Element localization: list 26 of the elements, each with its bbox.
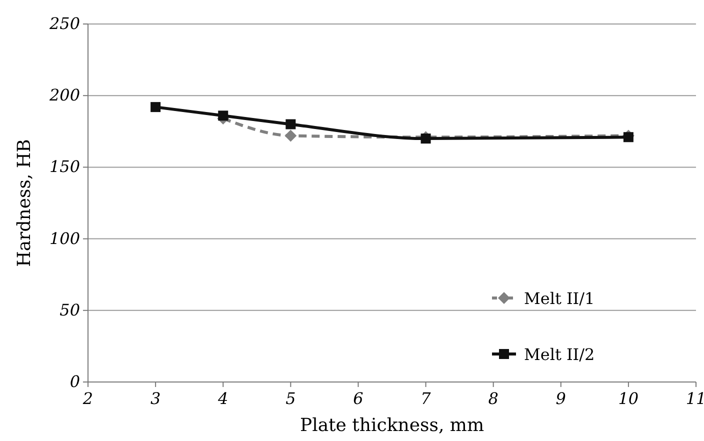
point: [218, 110, 228, 121]
y-tick-label: 150: [49, 157, 80, 176]
y-tick-label: 0: [70, 372, 80, 391]
x-tick-label: 2: [82, 389, 94, 408]
y-tick-label: 250: [48, 14, 80, 33]
x-tick-label: 3: [150, 389, 161, 408]
x-tick-label: 6: [353, 389, 364, 408]
y-tick-label: 200: [48, 86, 80, 105]
point: [284, 130, 297, 142]
y-tick-label: 50: [60, 300, 80, 320]
x-tick-label: 8: [488, 389, 498, 408]
y-axis-title: Hardness, HB: [14, 139, 35, 267]
x-tick-label: 4: [217, 389, 228, 408]
x-tick-label: 11: [686, 389, 704, 408]
x-tick-label: 5: [286, 389, 296, 408]
legend-label: Melt II/1: [524, 289, 595, 308]
point: [150, 102, 161, 112]
point: [420, 134, 431, 144]
y-tick-label: 100: [49, 228, 80, 248]
x-tick-label: 9: [556, 389, 566, 408]
point: [623, 132, 634, 142]
point: [286, 119, 296, 130]
x-tick-label: 10: [618, 389, 639, 408]
x-axis-title: Plate thickness, mm: [300, 415, 484, 436]
legend-label: Melt II/2: [524, 345, 595, 364]
x-tick-label: 7: [420, 389, 432, 408]
